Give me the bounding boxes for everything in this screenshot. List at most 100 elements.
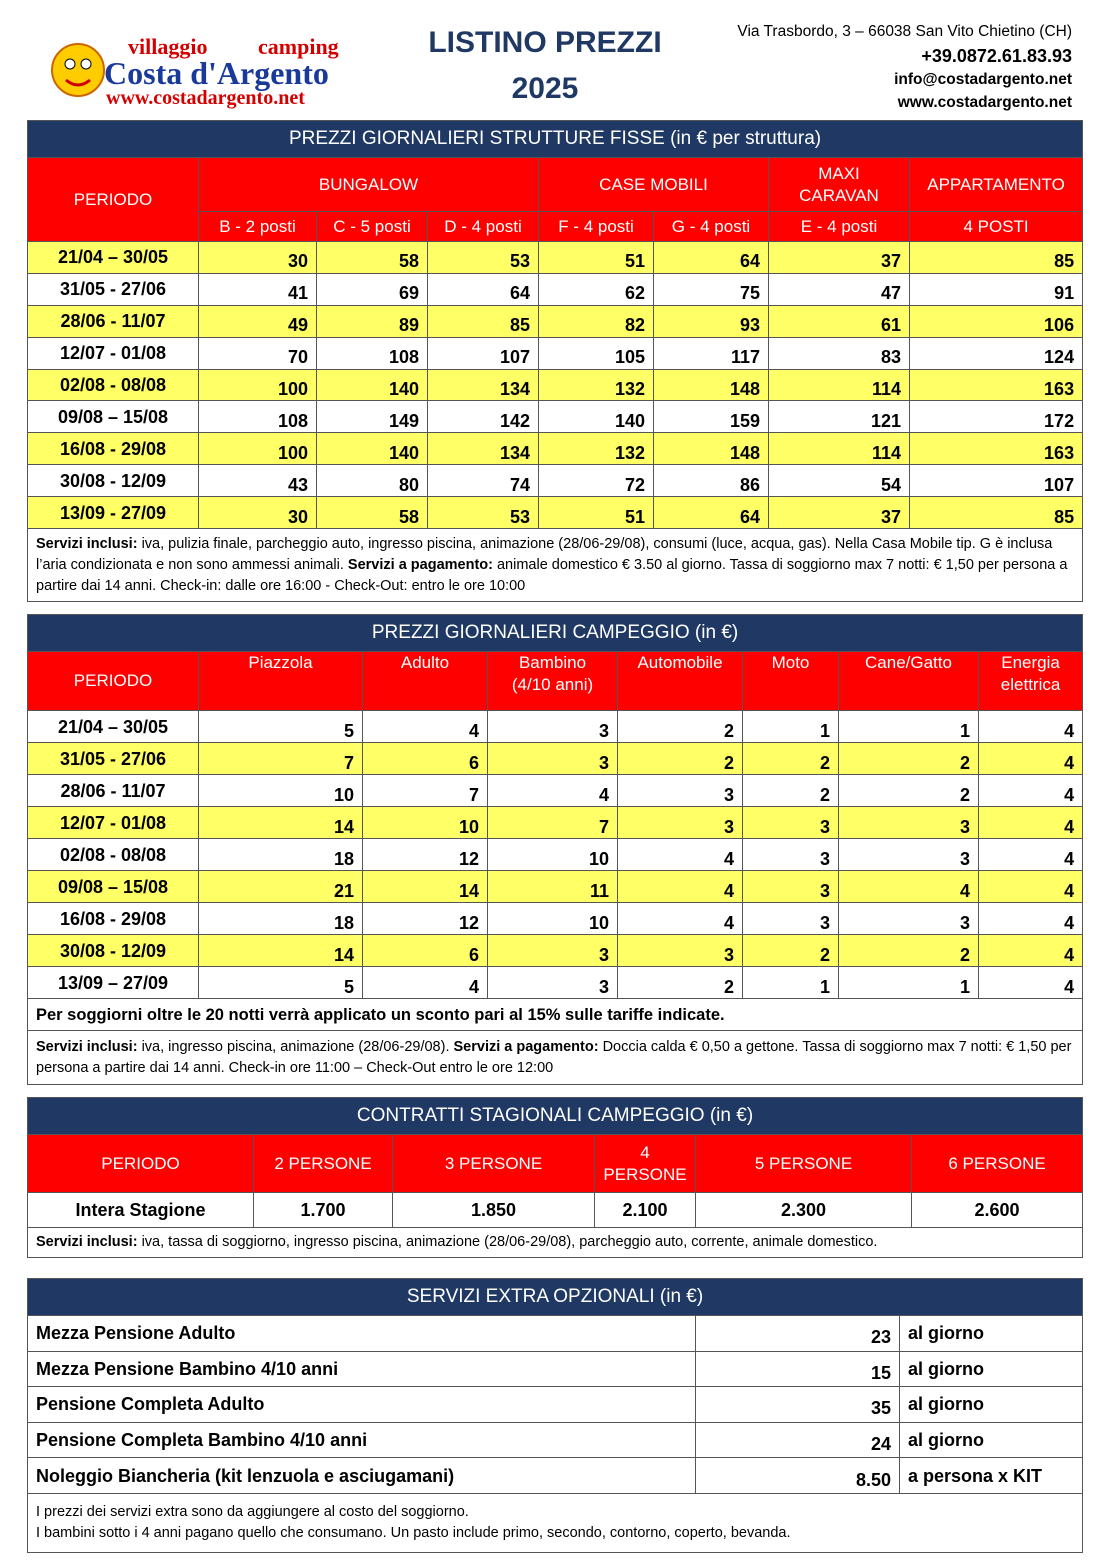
period: 31/05 - 27/06 xyxy=(27,272,199,306)
header: Automobile xyxy=(617,651,743,711)
notes: Servizi inclusi: iva, tassa di soggiorno… xyxy=(26,1227,1084,1258)
price: 2 xyxy=(742,774,839,807)
unit: al giorno xyxy=(898,1386,1084,1423)
note-text: iva, ingresso piscina, animazione (28/06… xyxy=(137,1038,454,1055)
price: 132 xyxy=(538,432,654,466)
price: 2 xyxy=(838,774,979,807)
section-title: PREZZI GIORNALIERI CAMPEGGIO (in €) xyxy=(26,614,1084,652)
period: Intera Stagione xyxy=(27,1192,254,1228)
row: B - 2 posti C - 5 posti D - 4 posti F - 4 p… xyxy=(28,211,1084,242)
contact-line: info@costadargento.net xyxy=(894,71,1072,88)
logo-text: camping xyxy=(258,34,339,59)
price: 15 xyxy=(695,1350,900,1388)
price: 54 xyxy=(768,464,910,498)
contact-line: +39.0872.61.83.93 xyxy=(921,46,1072,66)
period: 21/04 – 30/05 xyxy=(27,710,199,743)
price: 7 xyxy=(487,806,618,839)
row: PERIODO 2 PERSONE 3 PERSONE 4 PERSONE 5 PERS… xyxy=(27,1134,1084,1193)
price: 100 xyxy=(198,432,317,466)
price: 64 xyxy=(653,241,769,274)
header: 4 PERSONE xyxy=(594,1134,696,1193)
price: 148 xyxy=(653,432,769,466)
section-title: PREZZI GIORNALIERI STRUTTURE FISSE (in €… xyxy=(26,120,1084,158)
unit: a persona x KIT xyxy=(898,1457,1084,1494)
fixed-section: PREZZI GIORNALIERI STRUTTURE FISSE (in €… xyxy=(26,120,1084,603)
row: 30/08 - 12/09 14 6 3 3 2 2 4 xyxy=(27,934,1084,967)
row: SERVIZI EXTRA OPZIONALI (in €) xyxy=(26,1278,1084,1316)
price: 72 xyxy=(538,464,654,498)
price: 14 xyxy=(362,870,488,903)
price: 4 xyxy=(977,742,1084,775)
header: Adulto xyxy=(362,651,488,711)
price: 148 xyxy=(653,368,769,402)
price: 64 xyxy=(427,272,539,306)
price: 51 xyxy=(538,496,654,530)
row: 02/08 - 08/08 100 140 134 132 148 114 163 xyxy=(27,368,1084,402)
price: 2 xyxy=(838,742,979,775)
row: 21/04 – 30/05 5 4 3 2 1 1 4 xyxy=(27,710,1084,743)
price: 3 xyxy=(742,870,839,903)
row: 13/09 - 27/09 30 58 53 51 64 37 85 xyxy=(27,496,1084,530)
year: 2025 xyxy=(511,72,579,105)
row: 28/06 - 11/07 49 89 85 82 93 61 106 xyxy=(27,304,1084,338)
sub-header: 4 POSTI xyxy=(908,211,1084,242)
period: 02/08 - 08/08 xyxy=(27,368,199,402)
sub-header: F - 4 posti xyxy=(538,211,654,242)
row: Servizi inclusi: iva, pulizia finale, pa… xyxy=(26,528,1084,603)
price: 5 xyxy=(198,966,363,999)
service: Pensione Completa Bambino 4/10 anni xyxy=(27,1421,696,1459)
price: 89 xyxy=(316,304,428,338)
price: 3 xyxy=(487,710,618,743)
period: 13/09 - 27/09 xyxy=(27,496,199,530)
row: 09/08 – 15/08 108 149 142 140 159 121 172 xyxy=(27,400,1084,434)
price: 12 xyxy=(362,838,488,871)
price: 6 xyxy=(362,934,488,967)
price: 14 xyxy=(198,806,363,839)
price: 24 xyxy=(695,1421,900,1459)
note-paragraph: Servizi inclusi: iva, tassa di soggiorno… xyxy=(36,1232,1074,1253)
contact-line: Via Trasbordo, 3 – 66038 San Vito Chieti… xyxy=(737,23,1072,40)
discount: Per soggiorni oltre le 20 notti verrà ap… xyxy=(26,998,1084,1031)
price: 1.700 xyxy=(253,1192,393,1228)
header: 2 PERSONE xyxy=(253,1134,393,1193)
table: PREZZI GIORNALIERI CAMPEGGIO (in €) PERIO… xyxy=(26,614,1084,1085)
price: 2.300 xyxy=(695,1192,912,1228)
note-text: iva, tassa di soggiorno, ingresso piscin… xyxy=(137,1234,878,1250)
price: 4 xyxy=(617,838,743,871)
note-paragraph: I bambini sotto i 4 anni pagano quello c… xyxy=(36,1523,1074,1544)
price: 2 xyxy=(838,934,979,967)
price: 47 xyxy=(768,272,910,306)
row: 09/08 – 15/08 21 14 11 4 3 4 4 xyxy=(27,870,1084,903)
logo-name: Costa d'Argento xyxy=(104,55,329,91)
price: 85 xyxy=(908,241,1084,274)
price: 4 xyxy=(487,774,618,807)
price: 2.100 xyxy=(594,1192,696,1228)
price: 140 xyxy=(538,400,654,434)
price: 4 xyxy=(977,902,1084,935)
price: 30 xyxy=(198,496,317,530)
price: 142 xyxy=(427,400,539,434)
header: Bambino (4/10 anni) xyxy=(487,651,618,711)
price: 23 xyxy=(695,1315,900,1352)
notes: I prezzi dei servizi extra sono da aggiu… xyxy=(26,1492,1084,1553)
price: 18 xyxy=(198,902,363,935)
logo-smile xyxy=(65,78,91,87)
price: 1 xyxy=(742,710,839,743)
logo-mascot xyxy=(51,43,105,97)
price: 3 xyxy=(838,902,979,935)
row: Pensione Completa Adulto 35 al giorno xyxy=(27,1386,1084,1423)
price: 12 xyxy=(362,902,488,935)
price: 82 xyxy=(538,304,654,338)
price: 18 xyxy=(198,838,363,871)
note-text: iva, pulizia finale, parcheggio auto, in… xyxy=(36,535,1053,573)
header: 3 PERSONE xyxy=(392,1134,595,1193)
price: 134 xyxy=(427,432,539,466)
section-title: CONTRATTI STAGIONALI CAMPEGGIO (in €) xyxy=(26,1097,1084,1135)
price: 41 xyxy=(198,272,317,306)
price: 2 xyxy=(617,742,743,775)
row: Servizi inclusi: iva, tassa di soggiorno… xyxy=(26,1227,1084,1258)
period: 21/04 – 30/05 xyxy=(27,241,199,274)
row: PERIODO BUNGALOW CASE MOBILI MAXI CARAVAN AP… xyxy=(27,157,1084,242)
price: 2 xyxy=(742,742,839,775)
sub-header: D - 4 posti xyxy=(427,211,539,242)
